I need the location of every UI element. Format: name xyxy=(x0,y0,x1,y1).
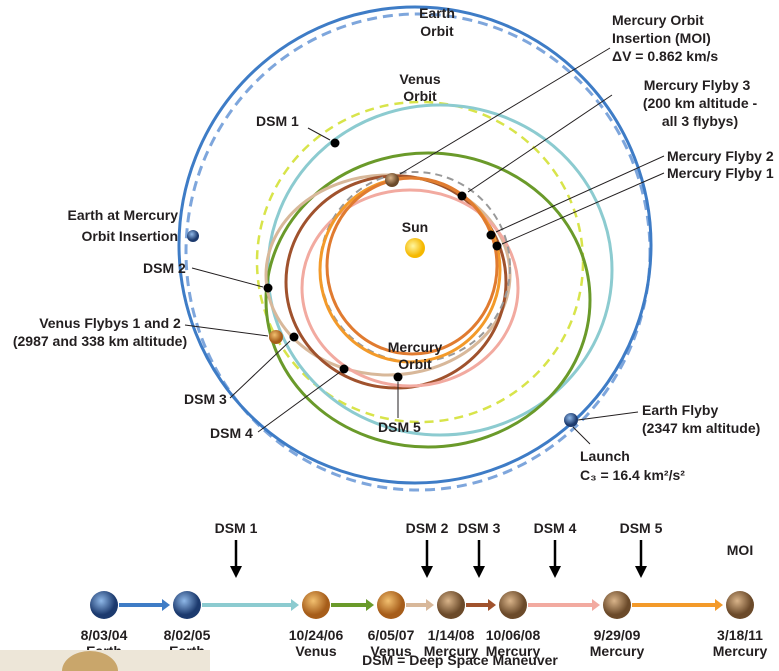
timeline-planet xyxy=(173,591,201,619)
maneuver-arrowhead xyxy=(635,566,647,578)
label: DSM 3 xyxy=(184,391,227,407)
leader xyxy=(468,95,612,192)
label: Earth Flyby xyxy=(642,402,718,418)
leader xyxy=(573,427,590,444)
maneuver-label: DSM 1 xyxy=(215,520,258,536)
timeline-date: 10/06/08 xyxy=(486,627,541,643)
timeline: 8/03/04Earth8/02/05Earth10/24/06Venus6/0… xyxy=(81,520,768,659)
maneuver-label: DSM 4 xyxy=(534,520,577,536)
label: Mercury Flyby 2 xyxy=(667,148,774,164)
label: Insertion (MOI) xyxy=(612,30,711,46)
timeline-planet xyxy=(377,591,405,619)
mercury-orbit xyxy=(320,172,510,362)
label: DSM 1 xyxy=(256,113,299,129)
label: Mercury Orbit xyxy=(612,12,704,28)
label: Venus Flybys 1 and 2 xyxy=(39,315,181,331)
dot xyxy=(264,284,273,293)
label: Mercury Flyby 1 xyxy=(667,165,774,181)
timeline-arrowhead xyxy=(592,599,600,611)
diagram: Earth Orbit Venus Orbit Mercury Orbit In… xyxy=(0,0,779,671)
labels: Earth Orbit Venus Orbit Mercury Orbit In… xyxy=(13,5,774,483)
timeline-date: 6/05/07 xyxy=(368,627,415,643)
label: DSM 5 xyxy=(378,419,421,435)
timeline-arrowhead xyxy=(715,599,723,611)
maneuver-arrowhead xyxy=(230,566,242,578)
timeline-arrowhead xyxy=(366,599,374,611)
timeline-date: 9/29/09 xyxy=(594,627,641,643)
dot xyxy=(331,139,340,148)
leader xyxy=(496,156,664,232)
venus xyxy=(269,330,283,344)
legend: DSM = Deep Space Maneuver xyxy=(362,652,558,668)
timeline-date: 10/24/06 xyxy=(289,627,344,643)
timeline-arrowhead xyxy=(488,599,496,611)
label: (2347 km altitude) xyxy=(642,420,760,436)
timeline-arrowhead xyxy=(426,599,434,611)
timeline-planet xyxy=(499,591,527,619)
label: Sun xyxy=(402,219,428,235)
timeline-planet xyxy=(603,591,631,619)
dot xyxy=(394,373,403,382)
page: {"diagram": { "earth_orbit": ["Earth", "… xyxy=(0,0,779,671)
label: Venus xyxy=(399,71,440,87)
maneuver-label: DSM 5 xyxy=(620,520,663,536)
label: Orbit Insertion xyxy=(82,228,178,244)
earth-flyby xyxy=(564,413,578,427)
timeline-arrowhead xyxy=(162,599,170,611)
label: all 3 flybys) xyxy=(662,113,738,129)
trajectory-mercury xyxy=(327,178,497,354)
timeline-date: 3/18/11 xyxy=(717,627,763,643)
earth-moi xyxy=(187,230,199,242)
timeline-planet xyxy=(726,591,754,619)
timeline-planet xyxy=(302,591,330,619)
timeline-date: 8/03/04 xyxy=(81,627,128,643)
timeline-body: Venus xyxy=(295,643,336,659)
maneuver-label: DSM 2 xyxy=(406,520,449,536)
label: Mercury Flyby 3 xyxy=(644,77,751,93)
maneuver-arrowhead xyxy=(473,566,485,578)
maneuver-arrowhead xyxy=(421,566,433,578)
timeline-planet xyxy=(90,591,118,619)
dot xyxy=(458,192,467,201)
leader xyxy=(400,48,610,174)
label: Orbit xyxy=(420,23,454,39)
leader xyxy=(192,268,263,287)
label: Orbit xyxy=(403,88,437,104)
maneuver-arrowhead xyxy=(549,566,561,578)
mercury-moi xyxy=(385,173,399,187)
timeline-body: Mercury xyxy=(590,643,645,659)
timeline-arrowhead xyxy=(291,599,299,611)
label: DSM 2 xyxy=(143,260,186,276)
dot xyxy=(340,365,349,374)
label: Orbit xyxy=(398,356,432,372)
timeline-date: 1/14/08 xyxy=(428,627,475,643)
label: Earth xyxy=(419,5,455,21)
label: (200 km altitude - xyxy=(643,95,758,111)
timeline-date: 8/02/05 xyxy=(164,627,211,643)
thumbnail xyxy=(0,650,210,671)
label: Earth at Mercury xyxy=(68,207,179,223)
label: ΔV = 0.862 km/s xyxy=(612,48,718,64)
dot xyxy=(493,242,502,251)
label: DSM 4 xyxy=(210,425,253,441)
label: (2987 and 338 km altitude) xyxy=(13,333,187,349)
sun xyxy=(405,238,425,258)
dot xyxy=(487,231,496,240)
maneuver-label: DSM 3 xyxy=(458,520,501,536)
label: Mercury xyxy=(388,339,443,355)
leader xyxy=(258,372,340,432)
leader xyxy=(230,341,290,398)
dot xyxy=(290,333,299,342)
timeline-planet xyxy=(437,591,465,619)
label: C₃ = 16.4 km²/s² xyxy=(580,467,685,483)
maneuver-label: MOI xyxy=(727,542,753,558)
label: Launch xyxy=(580,448,630,464)
timeline-body: Mercury xyxy=(713,643,768,659)
